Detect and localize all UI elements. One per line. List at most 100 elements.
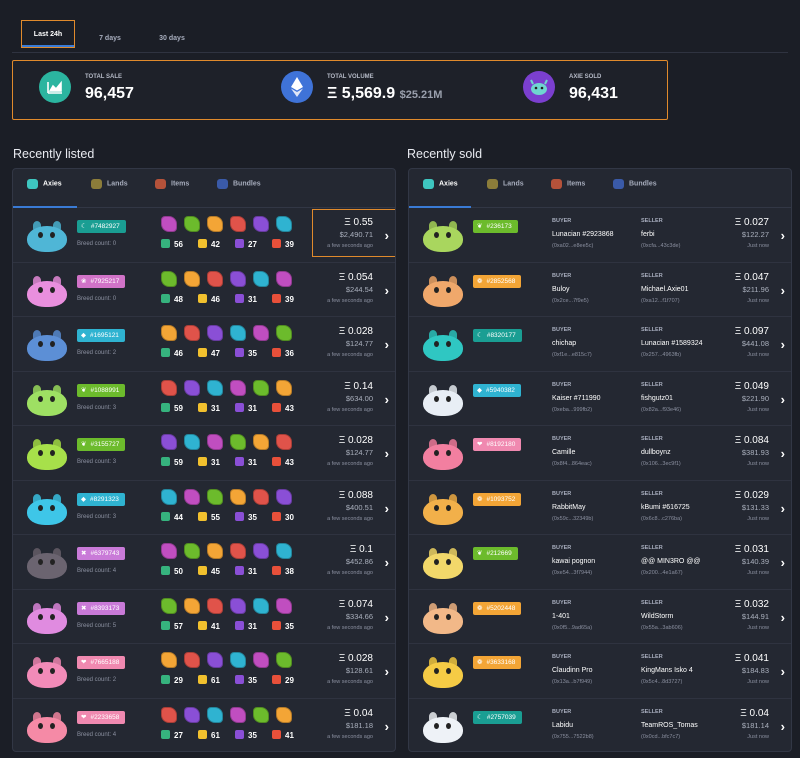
axie-image[interactable] xyxy=(419,380,467,420)
price: Ξ 0.047 $211.96 Just now xyxy=(735,272,769,304)
buyer-name[interactable]: kawai pognon xyxy=(552,558,596,565)
axie-image[interactable] xyxy=(23,543,71,583)
chevron-right-icon[interactable]: › xyxy=(384,228,389,243)
chevron-right-icon[interactable]: › xyxy=(780,446,785,461)
list-item[interactable]: ❦ #212669 BUYER kawai pognon (0xe54...3f7… xyxy=(409,535,791,590)
buyer-name[interactable]: Kaiser #711990 xyxy=(552,394,601,402)
seller-name[interactable]: kBumi #616725 xyxy=(641,503,690,511)
tab-lands[interactable]: Lands xyxy=(487,179,547,208)
buyer-name[interactable]: Buloy xyxy=(552,285,570,293)
axie-image[interactable] xyxy=(23,707,71,747)
seller-name[interactable]: dullboynz xyxy=(641,449,671,456)
axie-image[interactable] xyxy=(419,598,467,638)
seller-name[interactable]: WildStorm xyxy=(641,612,674,620)
list-item[interactable]: ❦ #3155727 Breed count: 3 59 31 31 43 Ξ 0.02… xyxy=(13,426,395,481)
chevron-right-icon[interactable]: › xyxy=(780,718,785,734)
chevron-right-icon[interactable]: › xyxy=(780,609,785,625)
list-item[interactable]: ❤ #2233658 Breed count: 4 27 61 35 41 Ξ 0.04… xyxy=(13,699,395,752)
tab-30-days[interactable]: 30 days xyxy=(159,35,185,42)
list-item[interactable]: ❁ #1093752 BUYER RabbitMay (0x59c...32349… xyxy=(409,481,791,535)
seller-name[interactable]: ferbi xyxy=(641,231,655,238)
stat-speed: 31 xyxy=(198,402,220,413)
axie-image[interactable] xyxy=(23,271,71,311)
seller-name[interactable]: fishgutz01 xyxy=(641,394,673,402)
tab-bundles[interactable]: Bundles xyxy=(217,179,287,208)
chevron-right-icon[interactable]: › xyxy=(384,282,389,298)
chevron-right-icon[interactable]: › xyxy=(384,337,389,352)
axie-image[interactable] xyxy=(23,325,71,365)
tab-items[interactable]: Items xyxy=(551,179,611,208)
list-item[interactable]: ✖ #6379743 Breed count: 4 50 45 31 38 Ξ 0.1 … xyxy=(13,535,395,590)
axie-image[interactable] xyxy=(419,216,467,256)
chevron-right-icon[interactable]: › xyxy=(384,664,389,679)
chevron-right-icon[interactable]: › xyxy=(384,500,389,516)
axie-image[interactable] xyxy=(419,325,467,365)
buyer-name[interactable]: 1-401 xyxy=(552,612,570,620)
axie-image[interactable] xyxy=(23,380,71,420)
seller-name[interactable]: Lunacian #1589324 xyxy=(641,340,703,347)
chevron-right-icon[interactable]: › xyxy=(780,664,785,679)
axie-image[interactable] xyxy=(419,271,467,311)
buyer-name[interactable]: Camille xyxy=(552,449,576,456)
list-item[interactable]: ◆ #8291323 Breed count: 3 44 55 35 30 Ξ 0.08… xyxy=(13,481,395,535)
list-item[interactable]: ❦ #1088991 Breed count: 3 59 31 31 43 Ξ 0.14… xyxy=(13,372,395,426)
axie-image[interactable] xyxy=(419,707,467,747)
list-item[interactable]: ❁ #3633168 BUYER Claudinn Pro (0x13a...b7… xyxy=(409,644,791,699)
list-item[interactable]: ☾ #8320177 BUYER chichap (0xf1e...e815c7)… xyxy=(409,317,791,372)
chevron-right-icon[interactable]: › xyxy=(384,555,389,570)
axie-image[interactable] xyxy=(419,543,467,583)
tab-bundles[interactable]: Bundles xyxy=(613,179,683,208)
tab-items[interactable]: Items xyxy=(155,179,215,208)
health-icon xyxy=(161,729,170,739)
tab-7-days[interactable]: 7 days xyxy=(99,35,121,42)
tab-lands[interactable]: Lands xyxy=(91,179,151,208)
chevron-right-icon[interactable]: › xyxy=(780,555,785,570)
list-item[interactable]: ☾ #7482927 Breed count: 0 56 42 27 39 Ξ 0.55… xyxy=(13,208,395,263)
chevron-right-icon[interactable]: › xyxy=(780,337,785,352)
axie-image[interactable] xyxy=(23,434,71,474)
seller-name[interactable]: Michael.Axie01 xyxy=(641,285,689,293)
chevron-right-icon[interactable]: › xyxy=(384,446,389,461)
axie-image[interactable] xyxy=(23,216,71,256)
list-item[interactable]: ❀ #7925217 Breed count: 0 48 46 31 39 Ξ 0.05… xyxy=(13,263,395,317)
buyer-name[interactable]: Lunacian #2923868 xyxy=(552,231,614,238)
list-item[interactable]: ❁ #2852568 BUYER Buloy (0x2ce...7f9e5) SE… xyxy=(409,263,791,317)
buyer-name[interactable]: RabbitMay xyxy=(552,503,586,511)
price-eth: Ξ 0.04 xyxy=(344,707,373,719)
chevron-right-icon[interactable]: › xyxy=(384,609,389,625)
buyer-name[interactable]: Labidu xyxy=(552,721,574,729)
list-item[interactable]: ◆ #1695121 Breed count: 2 46 47 35 36 Ξ 0.02… xyxy=(13,317,395,372)
axie-id-badge: ❁ #5202448 xyxy=(473,601,522,615)
seller-name[interactable]: @@ MIN3RO @@ xyxy=(641,558,701,565)
chevron-right-icon[interactable]: › xyxy=(780,391,785,407)
list-item[interactable]: ❦ #236173 BUYER Lunacian #2923868 (0xa02.… xyxy=(409,208,791,263)
chevron-right-icon[interactable]: › xyxy=(780,228,785,243)
tab-label: Axies xyxy=(439,180,458,188)
ethereum-icon xyxy=(281,71,313,103)
list-item[interactable]: ◆ #5940382 BUYER Kaiser #711990 (0xeba...… xyxy=(409,372,791,426)
axie-image[interactable] xyxy=(23,652,71,692)
axie-image[interactable] xyxy=(23,598,71,638)
axie-image[interactable] xyxy=(419,652,467,692)
axie-image[interactable] xyxy=(23,489,71,529)
list-item[interactable]: ❤ #7665188 Breed count: 2 29 61 35 29 Ξ 0.02… xyxy=(13,644,395,699)
seller-name[interactable]: KingMans Isko 4 xyxy=(641,667,693,674)
listed-time: a few seconds ago xyxy=(327,352,373,358)
buyer-name[interactable]: Claudinn Pro xyxy=(552,667,593,674)
list-item[interactable]: ❁ #5202448 BUYER 1-401 (0x0f5...9ad65a) S… xyxy=(409,590,791,644)
tab-last-24h[interactable]: Last 24h xyxy=(21,20,75,48)
list-item[interactable]: ❤ #8192180 BUYER Camille (0x8f4...864eac)… xyxy=(409,426,791,481)
stat-speed: 55 xyxy=(198,511,220,522)
seller-name[interactable]: TeamROS_Tomas xyxy=(641,721,698,729)
chevron-right-icon[interactable]: › xyxy=(780,282,785,298)
tab-axies[interactable]: Axies xyxy=(409,179,471,208)
chevron-right-icon[interactable]: › xyxy=(384,718,389,734)
axie-image[interactable] xyxy=(419,434,467,474)
chevron-right-icon[interactable]: › xyxy=(384,391,389,407)
list-item[interactable]: ☾ #2757039 BUYER Labidu (0x755...7522b8) … xyxy=(409,699,791,752)
chevron-right-icon[interactable]: › xyxy=(780,500,785,516)
tab-axies[interactable]: Axies xyxy=(13,179,77,208)
axie-image[interactable] xyxy=(419,489,467,529)
list-item[interactable]: ✖ #8393173 Breed count: 5 57 41 31 35 Ξ 0.07… xyxy=(13,590,395,644)
buyer-name[interactable]: chichap xyxy=(552,340,577,347)
